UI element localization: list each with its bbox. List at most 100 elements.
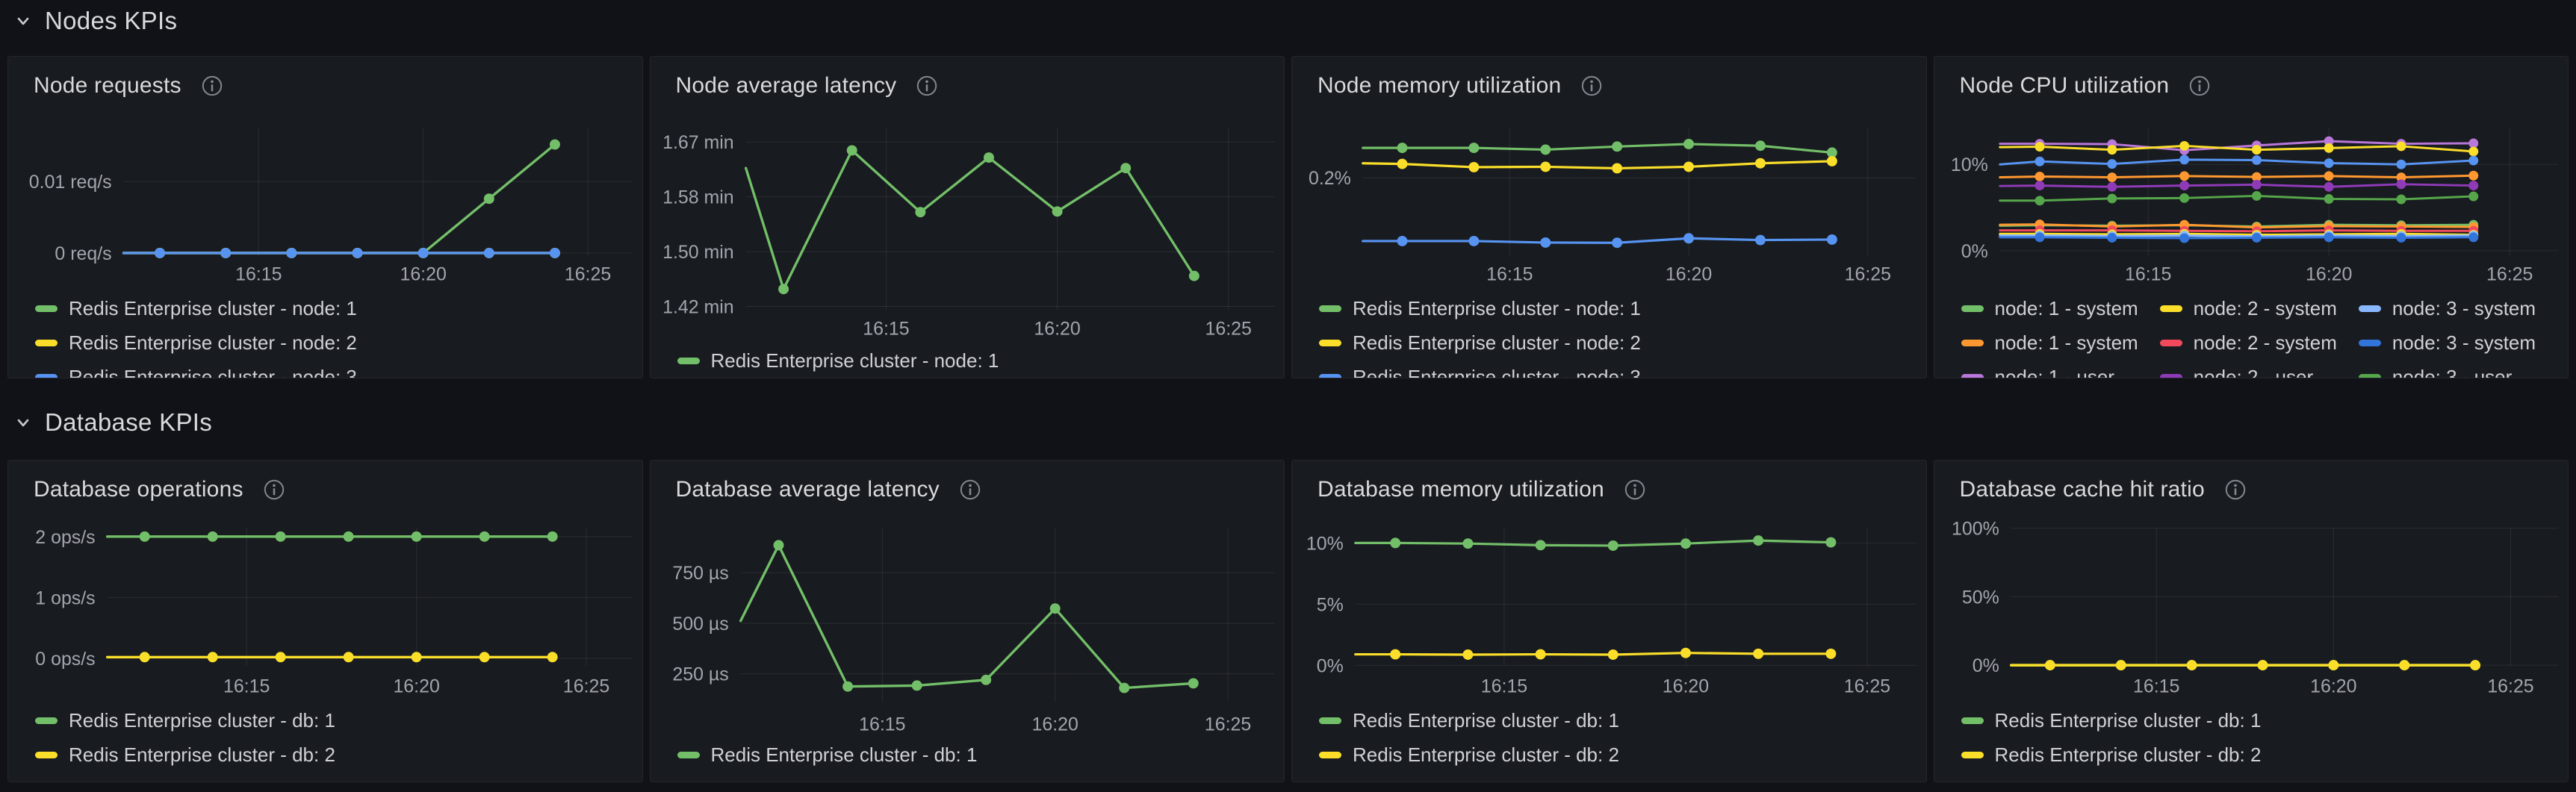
chart-database-operations[interactable]: 0 ops/s 1 ops/s 2 ops/s 16:15 16:20 16:25 <box>8 461 642 782</box>
panel-title[interactable]: Node requests <box>34 73 181 98</box>
panel-title[interactable]: Database operations <box>34 477 243 502</box>
x-axis-tick-label: 16:15 <box>2125 264 2171 285</box>
chart-node-average-latency[interactable]: 1.42 min 1.50 min 1.58 min 1.67 min 16:15 16:… <box>651 57 1285 378</box>
legend-series-color-chip <box>2159 339 2182 346</box>
legend-label: Redis Enterprise cluster - node: 1 <box>710 349 999 372</box>
y-axis-tick-label: 0% <box>1972 655 1999 676</box>
info-icon[interactable] <box>916 75 938 97</box>
data-point-marker <box>1462 649 1474 660</box>
panel-node-requests: Node requests 0 req/s 0.01 req/s 16:15 16:20… <box>7 56 643 378</box>
data-point-marker <box>2179 181 2189 191</box>
legend-item[interactable]: node: 1 - user <box>1961 366 2160 378</box>
panel-title[interactable]: Database memory utilization <box>1318 477 1604 502</box>
data-point-marker <box>286 248 297 258</box>
y-axis-tick-label: 750 µs <box>672 563 728 584</box>
legend-item[interactable]: Redis Enterprise cluster - node: 2 <box>35 331 357 355</box>
legend-item[interactable]: node: 3 - system <box>2358 297 2557 320</box>
data-point-marker <box>549 248 560 258</box>
legend-row: Redis Enterprise cluster - db: 1 <box>677 738 1274 772</box>
data-point-marker <box>2179 193 2189 203</box>
legend-item[interactable]: Redis Enterprise cluster - node: 3 <box>1319 365 1641 378</box>
legend-series-color-chip <box>35 751 58 758</box>
legend-label: Redis Enterprise cluster - node: 3 <box>1353 365 1641 378</box>
chart-node-requests[interactable]: 0 req/s 0.01 req/s 16:15 16:20 16:25 <box>8 57 642 378</box>
series-line <box>1362 237 1834 244</box>
legend-item[interactable]: node: 3 - system <box>2358 331 2557 355</box>
legend-item[interactable]: Redis Enterprise cluster - db: 2 <box>1319 743 1619 767</box>
info-icon[interactable] <box>201 75 223 97</box>
legend-series-color-chip <box>1961 751 1984 758</box>
panel-title[interactable]: Database average latency <box>675 477 940 502</box>
data-point-marker <box>1468 161 1480 172</box>
panel-title[interactable]: Node CPU utilization <box>1959 73 2170 98</box>
x-axis-tick-label: 16:25 <box>2486 264 2533 285</box>
legend-item[interactable]: Redis Enterprise cluster - node: 3 <box>35 365 357 378</box>
legend-item[interactable]: Redis Enterprise cluster - node: 1 <box>677 349 999 372</box>
series-line <box>739 543 1194 690</box>
chart-database-average-latency[interactable]: 250 µs 500 µs 750 µs 16:15 16:20 16:25 <box>651 461 1285 782</box>
legend-item[interactable]: Redis Enterprise cluster - node: 1 <box>1319 297 1641 320</box>
legend-item[interactable]: Redis Enterprise cluster - db: 1 <box>35 709 335 732</box>
data-point-marker <box>1612 141 1623 152</box>
legend-item[interactable]: Redis Enterprise cluster - db: 2 <box>1961 743 2261 767</box>
data-point-marker <box>2468 155 2478 166</box>
legend-row: Redis Enterprise cluster - node: 1 <box>677 343 1274 378</box>
chart-database-memory-utilization[interactable]: 0% 5% 10% 16:15 16:20 16:25 <box>1292 461 1926 782</box>
legend-row: node: 1 - user node: 2 - user node: 3 - us… <box>1961 360 2558 378</box>
info-icon[interactable] <box>263 478 285 501</box>
legend-label: node: 2 - system <box>2193 331 2337 354</box>
legend-item[interactable]: Redis Enterprise cluster - db: 1 <box>1319 709 1619 732</box>
legend-series-color-chip <box>2159 373 2182 378</box>
panel-header: Database memory utilization <box>1318 477 1646 502</box>
legend-item[interactable]: node: 2 - system <box>2159 331 2359 355</box>
data-point-marker <box>2324 158 2334 169</box>
section-header-nodes-kpis[interactable]: Nodes KPIs <box>7 4 2569 37</box>
series-line <box>1354 539 1832 547</box>
legend-label: Redis Enterprise cluster - node: 3 <box>69 365 357 378</box>
info-icon[interactable] <box>2188 75 2211 97</box>
legend-row: Redis Enterprise cluster - db: 1 <box>1319 703 1916 738</box>
legend-label: node: 1 - system <box>1994 331 2138 354</box>
legend-item[interactable]: node: 1 - system <box>1961 331 2160 355</box>
info-icon[interactable] <box>2224 478 2247 501</box>
series-line <box>1998 183 2474 188</box>
legend-item[interactable]: node: 3 - user <box>2358 366 2557 378</box>
chart-database-cache-hit-ratio[interactable]: 0% 50% 100% 16:15 16:20 16:25 <box>1934 461 2569 782</box>
panel-title[interactable]: Node average latency <box>675 73 897 98</box>
legend-item[interactable]: Redis Enterprise cluster - db: 1 <box>1961 709 2261 732</box>
legend: node: 1 - system node: 2 - system node: 3 … <box>1961 291 2558 378</box>
data-point-marker <box>155 248 165 258</box>
data-point-marker <box>1754 140 1766 152</box>
chart-node-cpu-utilization[interactable]: 0% 10% 16:15 16:20 16:25 <box>1934 57 2569 378</box>
series-line <box>1354 652 1832 656</box>
legend-item[interactable]: node: 2 - user <box>2159 366 2359 378</box>
info-icon[interactable] <box>1580 75 1603 97</box>
data-point-marker <box>2044 660 2055 671</box>
panel-title[interactable]: Database cache hit ratio <box>1959 477 2205 502</box>
data-point-marker <box>2468 138 2478 149</box>
section-title: Nodes KPIs <box>45 7 178 34</box>
legend-row: Redis Enterprise cluster - node: 1 <box>1319 291 1916 325</box>
panel-title[interactable]: Node memory utilization <box>1318 73 1562 98</box>
legend-item[interactable]: Redis Enterprise cluster - node: 1 <box>35 297 357 320</box>
data-point-marker <box>1825 648 1837 659</box>
y-axis-tick-label: 0.2% <box>1309 168 1351 189</box>
data-point-marker <box>1825 537 1837 548</box>
legend-item[interactable]: Redis Enterprise cluster - node: 2 <box>1319 331 1641 355</box>
chart-node-memory-utilization[interactable]: 0.2% 16:15 16:20 16:25 <box>1292 57 1926 378</box>
section-header-database-kpis[interactable]: Database KPIs <box>7 406 2569 439</box>
legend-item[interactable]: Redis Enterprise cluster - db: 2 <box>35 743 335 767</box>
legend-series-color-chip <box>2358 373 2381 378</box>
info-icon[interactable] <box>1624 478 1646 501</box>
legend-series-color-chip <box>677 357 700 364</box>
legend-item[interactable]: node: 2 - system <box>2159 297 2359 320</box>
data-point-marker <box>2469 660 2480 671</box>
data-point-marker <box>2106 193 2117 204</box>
legend-item[interactable]: node: 1 - system <box>1961 297 2160 320</box>
data-point-marker <box>549 139 560 150</box>
info-icon[interactable] <box>959 478 981 501</box>
data-point-marker <box>1390 537 1401 549</box>
legend-item[interactable]: Redis Enterprise cluster - db: 1 <box>677 743 977 767</box>
data-point-marker <box>483 193 494 205</box>
